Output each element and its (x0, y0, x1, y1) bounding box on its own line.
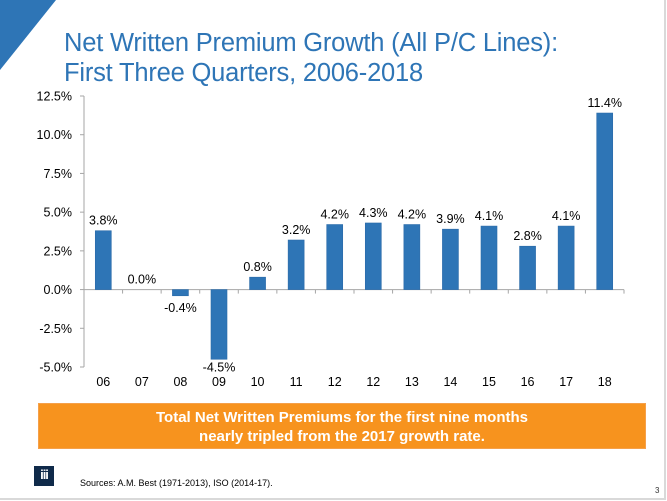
bar (287, 239, 305, 290)
bar (480, 225, 498, 290)
y-tick-label: 7.5% (44, 167, 73, 181)
x-tick-label: 08 (173, 375, 187, 389)
x-tick-label: 12 (366, 375, 380, 389)
bar (210, 289, 228, 360)
sources-note: Sources: A.M. Best (1971-2013), ISO (201… (80, 478, 273, 488)
y-tick-label: -2.5% (39, 322, 72, 336)
bar (172, 289, 189, 297)
y-tick-label: 2.5% (44, 244, 73, 258)
page-number: 3 (655, 486, 660, 495)
bar (403, 224, 421, 290)
x-tick-label: 16 (521, 375, 535, 389)
x-tick-label: 15 (482, 375, 496, 389)
bar (249, 276, 266, 290)
data-label: 3.9% (436, 212, 465, 226)
x-tick-label: 09 (212, 375, 226, 389)
bar (364, 222, 382, 290)
y-tick-label: 5.0% (44, 206, 73, 220)
y-tick-label: 10.0% (37, 128, 72, 142)
x-tick-label: 10 (251, 375, 265, 389)
banner-line-1: Total Net Written Premiums for the first… (156, 409, 528, 426)
bar (557, 225, 575, 290)
title-line-1: Net Written Premium Growth (All P/C Line… (64, 29, 558, 57)
data-label: 4.3% (359, 206, 388, 220)
y-tick-label: 0.0% (44, 283, 73, 297)
banner-line-2: nearly tripled from the 2017 growth rate… (199, 428, 485, 445)
data-label: 0.0% (128, 273, 157, 287)
x-tick-label: 14 (443, 375, 457, 389)
title-line-2: First Three Quarters, 2006-2018 (64, 59, 424, 87)
data-label: 3.2% (282, 223, 311, 237)
bar-chart: 12.5% 10.0% 7.5% 5.0% 2.5% 0.0% -2.5% -5.0% 06 0… (37, 90, 625, 389)
x-tick-label: 18 (598, 375, 612, 389)
x-tick-label: 13 (405, 375, 419, 389)
bar (442, 228, 459, 290)
x-tick-label: 12 (328, 375, 342, 389)
bar (519, 245, 536, 290)
bar (326, 224, 344, 290)
iii-logo-icon: iii (34, 466, 54, 486)
y-tick-label: -5.0% (39, 361, 72, 375)
y-tick-label: 12.5% (37, 90, 72, 104)
slide-title: Net Written Premium Growth (All P/C Line… (64, 28, 558, 88)
x-tick-label: 17 (559, 375, 573, 389)
data-label: 0.8% (243, 260, 272, 274)
y-axis: 12.5% 10.0% 7.5% 5.0% 2.5% 0.0% -2.5% -5.0% (37, 90, 85, 375)
data-label: 2.8% (513, 229, 542, 243)
data-label: 11.4% (587, 96, 622, 110)
bar (94, 230, 112, 290)
data-label: 3.8% (89, 214, 118, 228)
data-label: 4.2% (320, 208, 349, 222)
data-label: 4.1% (552, 209, 581, 223)
x-tick-label: 07 (135, 375, 149, 389)
x-tick-label: 11 (290, 375, 303, 389)
callout-banner: Total Net Written Premiums for the first… (38, 403, 646, 449)
bar (596, 112, 614, 290)
data-label: -0.4% (164, 301, 197, 315)
bars (94, 112, 614, 360)
data-label: 4.2% (398, 208, 427, 222)
x-tick-label: 06 (96, 375, 110, 389)
data-label: 4.1% (475, 209, 504, 223)
data-labels: 3.8% 0.0% -0.4% -4.5% 0.8% 3.2% 4.2% 4.3% 4.2% 3.… (89, 96, 622, 374)
corner-accent (0, 0, 56, 70)
data-label: -4.5% (203, 360, 236, 374)
